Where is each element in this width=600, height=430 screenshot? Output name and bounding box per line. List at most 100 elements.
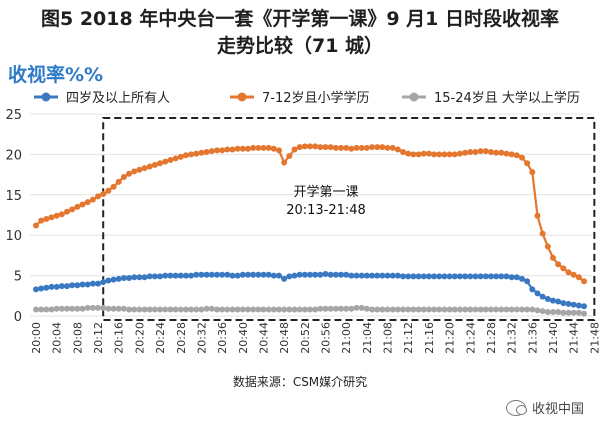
data-point-series-2 [162,158,169,165]
data-point-series-2 [415,151,422,158]
data-point-series-3 [177,306,184,313]
y-axis-unit-label: 收视率%% [8,64,104,86]
y-tick-label: 0 [14,310,22,325]
data-point-series-2 [53,212,60,219]
data-point-series-2 [462,149,469,156]
data-point-series-1 [115,275,122,282]
data-point-series-1 [508,274,515,281]
data-point-series-3 [224,306,231,313]
y-tick-label: 5 [14,270,22,285]
data-point-series-3 [105,305,112,312]
x-tick-label: 20:44 [257,322,270,354]
data-point-series-1 [338,271,345,278]
x-tick-label: 21:24 [464,322,477,354]
data-point-series-1 [296,271,303,278]
x-tick-label: 20:08 [71,322,84,354]
data-point-series-2 [48,214,55,221]
x-tick-label: 20:24 [154,322,167,354]
data-point-series-2 [270,145,277,152]
data-point-series-2 [477,148,484,155]
data-point-series-1 [322,270,329,277]
data-point-series-3 [560,309,567,316]
data-point-series-3 [265,306,272,313]
data-point-series-3 [110,305,117,312]
data-point-series-2 [250,144,257,151]
data-point-series-1 [425,273,432,280]
chart-title-line2: 走势比较（71 城） [216,35,384,57]
data-point-series-2 [239,145,246,152]
data-point-series-1 [193,271,200,278]
data-point-series-3 [431,306,438,313]
data-point-series-3 [482,306,489,313]
data-point-series-3 [353,304,360,311]
data-point-series-2 [234,145,241,152]
data-point-series-2 [565,269,572,276]
legend-swatch-marker-1 [41,92,51,102]
legend-swatch-marker-2 [237,92,247,102]
data-point-series-2 [394,146,401,153]
data-point-series-2 [374,144,381,151]
data-point-series-3 [89,304,96,311]
data-point-series-1 [487,273,494,280]
data-point-series-1 [555,298,562,305]
data-point-series-3 [317,305,324,312]
x-tick-label: 20:16 [113,322,126,354]
data-point-series-3 [79,305,86,312]
data-point-series-3 [348,305,355,312]
watermark: 收视中国 [505,398,584,417]
data-point-series-1 [513,274,520,281]
data-point-series-2 [120,174,127,181]
data-point-series-1 [100,279,107,286]
data-point-series-2 [219,147,226,154]
data-point-series-3 [260,306,267,313]
data-point-series-2 [482,148,489,155]
data-point-series-3 [188,306,195,313]
legend-swatch-marker-3 [409,92,419,102]
data-point-series-2 [539,230,546,237]
data-point-series-1 [369,272,376,279]
data-point-series-2 [560,265,567,272]
data-point-series-3 [477,306,484,313]
data-point-series-3 [369,306,376,313]
data-point-series-3 [208,305,215,312]
data-point-series-1 [498,273,505,280]
data-point-series-1 [472,273,479,280]
data-point-series-3 [131,306,138,313]
data-point-series-3 [529,306,536,313]
data-point-series-2 [493,149,500,156]
data-point-series-3 [120,305,127,312]
data-point-series-2 [193,150,200,157]
legend-label-3: 15-24岁且 大学以上学历 [434,90,580,106]
data-point-series-3 [312,306,319,313]
data-point-series-1 [270,272,277,279]
data-point-series-1 [570,301,577,308]
data-point-series-3 [363,305,370,312]
data-point-series-2 [224,146,231,153]
data-point-series-2 [208,148,215,155]
y-tick-label: 25 [5,108,22,123]
data-point-series-1 [265,271,272,278]
data-point-series-3 [48,306,55,313]
x-tick-label: 20:40 [237,322,250,354]
data-point-series-3 [234,306,241,313]
data-point-series-3 [198,306,205,313]
data-point-series-2 [317,144,324,151]
data-point-series-2 [544,243,551,250]
data-point-series-3 [441,306,448,313]
data-point-series-1 [105,277,112,284]
data-point-series-3 [338,305,345,312]
data-source-note: 数据来源：CSM媒介研究 [232,375,368,389]
data-point-series-2 [441,151,448,158]
data-point-series-1 [348,272,355,279]
data-point-series-3 [415,306,422,313]
data-point-series-2 [425,150,432,157]
data-point-series-3 [69,305,76,312]
data-point-series-2 [151,161,158,168]
data-point-series-3 [374,306,381,313]
data-point-series-2 [291,146,298,153]
data-point-series-2 [69,206,76,213]
data-point-series-1 [255,271,262,278]
data-point-series-3 [549,308,556,315]
data-point-series-3 [456,306,463,313]
data-point-series-3 [43,306,50,313]
